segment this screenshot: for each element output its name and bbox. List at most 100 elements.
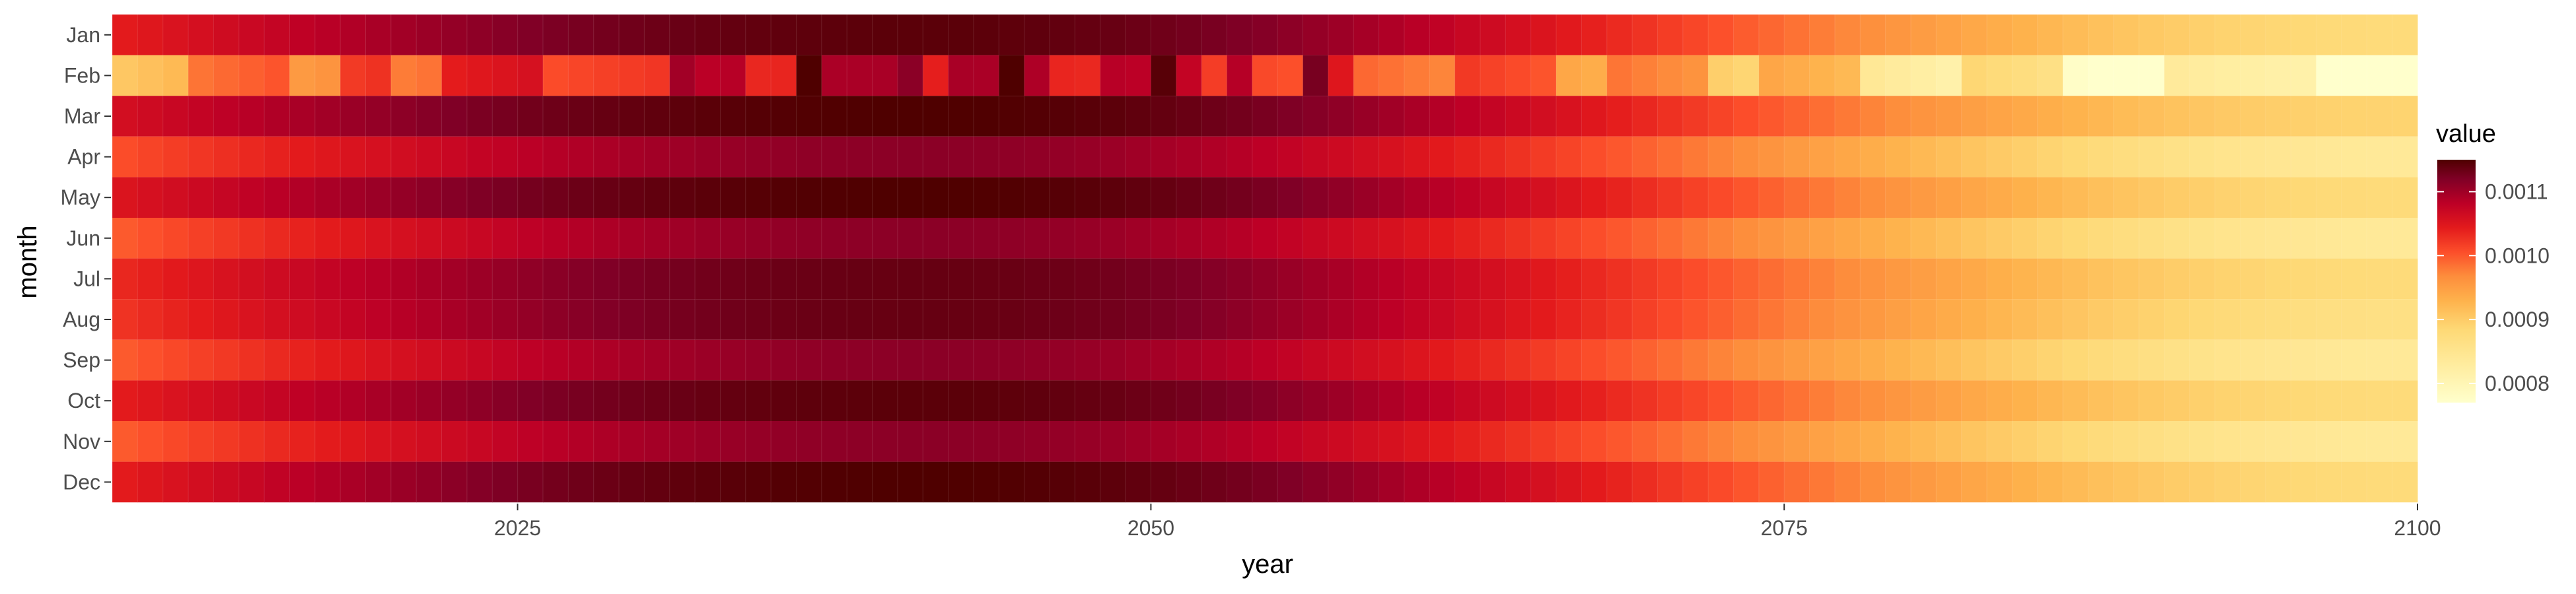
heatmap-cell <box>1657 136 1684 178</box>
heatmap-cell <box>619 258 645 300</box>
heatmap-cell <box>1328 177 1354 218</box>
heatmap-cell <box>1303 96 1329 137</box>
heatmap-cell <box>1303 380 1329 421</box>
heatmap-cell <box>1910 15 1937 55</box>
heatmap-cell <box>1987 218 2013 259</box>
heatmap-cell <box>2316 299 2342 340</box>
heatmap-cell <box>112 461 138 503</box>
month-tick-label: Oct <box>67 389 100 412</box>
heatmap-cell <box>923 339 949 381</box>
heatmap-cell <box>1378 177 1405 218</box>
heatmap-cell <box>1860 461 1886 503</box>
heatmap-cell <box>1834 15 1861 55</box>
heatmap-cell <box>1378 421 1405 462</box>
heatmap-cell <box>1657 258 1684 300</box>
heatmap-cell <box>1353 461 1380 503</box>
heatmap-cell <box>1657 339 1684 381</box>
heatmap-cell <box>1682 55 1709 96</box>
heatmap-cell <box>1758 218 1785 259</box>
heatmap-cell <box>2037 177 2063 218</box>
heatmap-cell <box>213 96 240 137</box>
heatmap-cell <box>1708 258 1735 300</box>
heatmap-cell <box>2341 136 2367 178</box>
heatmap-cell <box>1784 421 1810 462</box>
heatmap-cell <box>492 96 519 137</box>
heatmap-cell <box>1328 136 1354 178</box>
heatmap-cell <box>2164 339 2190 381</box>
heatmap-cell <box>2316 136 2342 178</box>
heatmap-cell <box>897 218 923 259</box>
heatmap-cell <box>1885 15 1912 55</box>
heatmap-cell <box>1606 258 1633 300</box>
heatmap-cell <box>2392 461 2418 503</box>
heatmap-cell <box>796 96 822 137</box>
heatmap-cell <box>1556 421 1582 462</box>
heatmap-cell <box>1404 177 1430 218</box>
heatmap-cell <box>1176 96 1202 137</box>
heatmap-cell <box>1530 136 1557 178</box>
heatmap-cell <box>872 15 898 55</box>
heatmap-cell <box>1201 299 1228 340</box>
heatmap-cell <box>1530 380 1557 421</box>
heatmap-cell <box>1429 380 1456 421</box>
heatmap-cell <box>897 55 923 96</box>
heatmap-cell <box>1505 15 1532 55</box>
heatmap-cell <box>1657 421 1684 462</box>
heatmap-cell <box>1733 299 1760 340</box>
heatmap-cell <box>2063 461 2089 503</box>
heatmap-cell <box>1936 177 1962 218</box>
heatmap-cell <box>872 218 898 259</box>
heatmap-cell <box>1809 461 1836 503</box>
heatmap-cell <box>695 258 721 300</box>
heatmap-cell <box>264 258 291 300</box>
heatmap-cell <box>466 177 493 218</box>
heatmap-cell <box>1480 177 1506 218</box>
heatmap-cell <box>593 339 620 381</box>
heatmap-cell <box>999 177 1025 218</box>
heatmap-cell <box>872 461 898 503</box>
heatmap-cell <box>1176 218 1202 259</box>
heatmap-cell <box>669 258 696 300</box>
heatmap-cell <box>1987 96 2013 137</box>
heatmap-cell <box>720 299 746 340</box>
heatmap-cell <box>2037 339 2063 381</box>
heatmap-cell <box>2012 218 2038 259</box>
heatmap-cell <box>2164 177 2190 218</box>
heatmap-cell <box>2367 339 2393 381</box>
heatmap-cell <box>1100 136 1126 178</box>
heatmap-cell <box>2113 218 2139 259</box>
heatmap-cell <box>289 96 316 137</box>
heatmap-cell <box>517 177 544 218</box>
heatmap-cell <box>466 136 493 178</box>
heatmap-cell <box>416 258 443 300</box>
heatmap-cell <box>2012 299 2038 340</box>
heatmap-cell <box>2341 339 2367 381</box>
heatmap-cell <box>2063 218 2089 259</box>
heatmap-cell <box>390 15 417 55</box>
heatmap-cell <box>669 96 696 137</box>
heatmap-cell <box>2037 380 2063 421</box>
legend-tick-label: 0.0010 <box>2485 244 2550 267</box>
heatmap-cell <box>897 421 923 462</box>
heatmap-cell <box>1454 461 1481 503</box>
heatmap-cell <box>973 218 999 259</box>
heatmap-cell <box>1657 461 1684 503</box>
heatmap-cell <box>1758 339 1785 381</box>
heatmap-cell <box>1126 15 1152 55</box>
heatmap-cell <box>1758 421 1785 462</box>
heatmap-cell <box>796 380 822 421</box>
heatmap-cell <box>821 55 847 96</box>
heatmap-cell <box>1100 461 1126 503</box>
heatmap-cell <box>1809 339 1836 381</box>
heatmap-cell <box>1404 55 1430 96</box>
heatmap-cell <box>2088 380 2114 421</box>
heatmap-cell <box>365 55 392 96</box>
heatmap-cell <box>1860 55 1886 96</box>
y-axis-title: month <box>13 225 42 298</box>
heatmap-cell <box>162 299 189 340</box>
heatmap-cell <box>1556 339 1582 381</box>
heatmap-cell <box>2265 15 2291 55</box>
heatmap-cell <box>365 380 392 421</box>
heatmap-cell <box>619 55 645 96</box>
heatmap-cell <box>821 299 847 340</box>
